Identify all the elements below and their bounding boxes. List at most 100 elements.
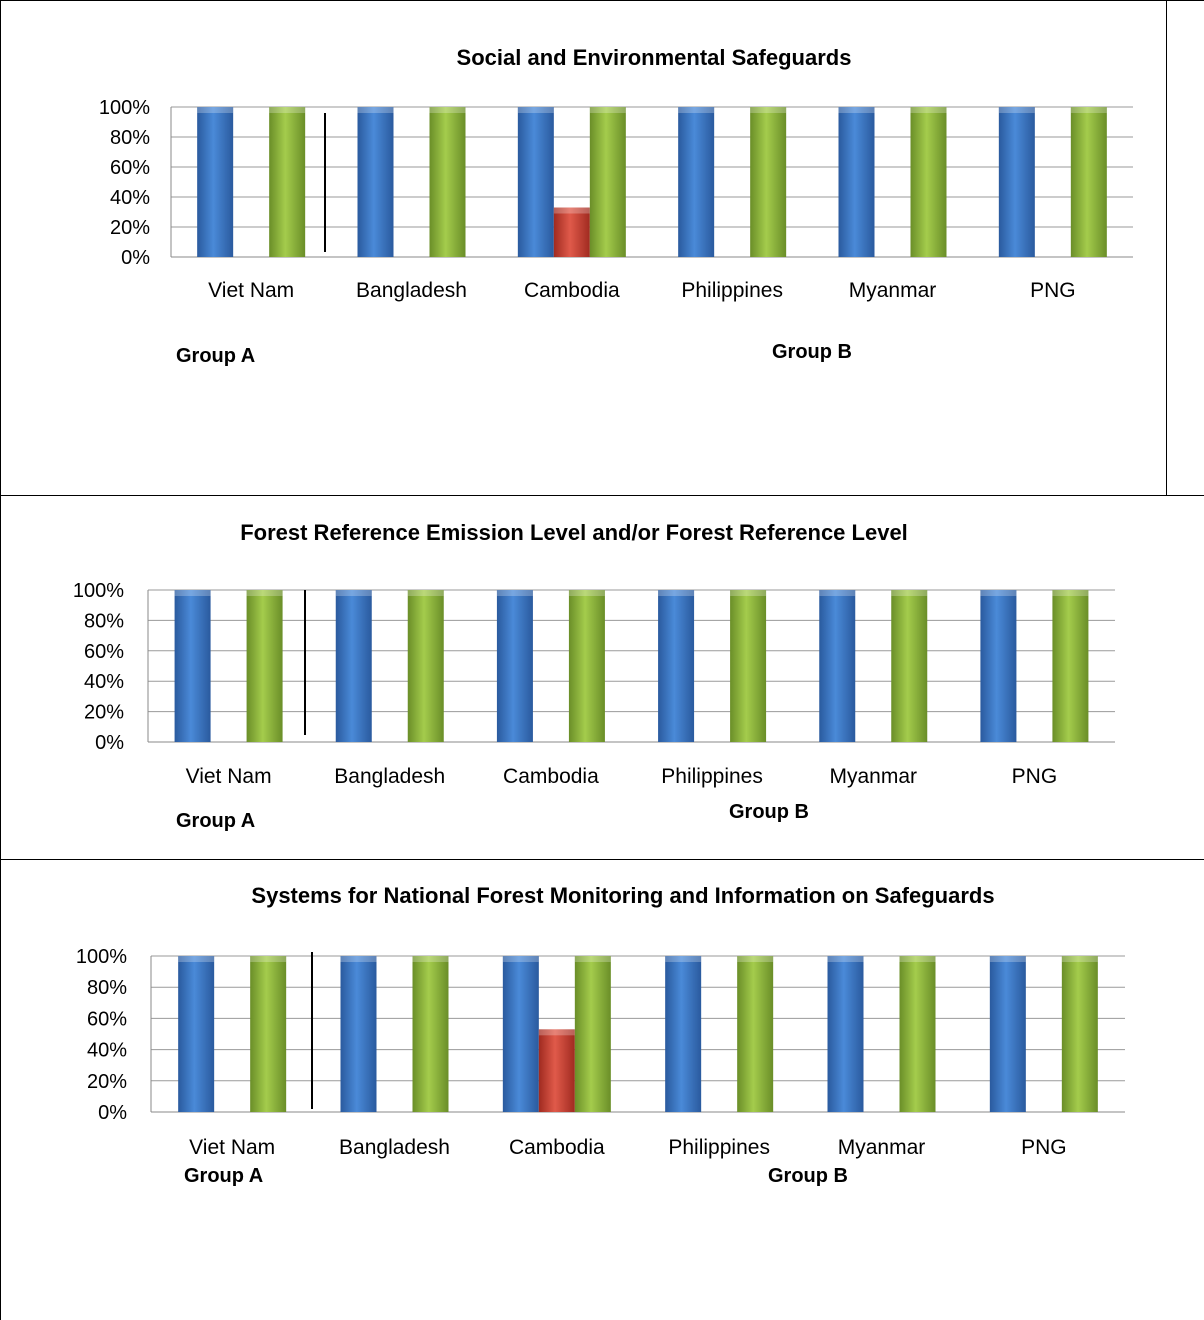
x-category-label: PNG	[1012, 765, 1058, 788]
x-category-label: Philippines	[668, 1136, 770, 1159]
bar-cap	[589, 107, 626, 113]
bar-cap	[737, 956, 774, 962]
bar-cap	[910, 107, 947, 113]
chart-forest-reference-emission-level: Forest Reference Emission Level and/or F…	[73, 520, 1115, 832]
bar-cap	[730, 590, 767, 596]
y-tick-label: 20%	[87, 1071, 127, 1093]
x-category-label: Bangladesh	[334, 765, 445, 788]
table-border-row1	[0, 495, 1204, 496]
x-category-label: Viet Nam	[189, 1136, 275, 1159]
y-tick-label: 60%	[84, 641, 124, 663]
bar	[357, 107, 394, 257]
group-b-label: Group B	[768, 1165, 848, 1187]
y-tick-label: 0%	[98, 1102, 127, 1124]
y-tick-label: 0%	[121, 247, 150, 269]
bar-cap	[1070, 107, 1107, 113]
bar	[517, 107, 554, 257]
bar	[538, 1029, 575, 1112]
bar-cap	[899, 956, 936, 962]
x-category-label: Myanmar	[829, 765, 917, 788]
bar	[429, 107, 466, 257]
bar	[574, 956, 611, 1112]
y-tick-label: 80%	[84, 610, 124, 632]
bar	[730, 590, 767, 742]
y-tick-label: 60%	[110, 157, 150, 179]
bar	[553, 207, 590, 257]
bar-cap	[250, 956, 287, 962]
bar	[827, 956, 864, 1112]
bar	[589, 107, 626, 257]
bar	[269, 107, 306, 257]
bar	[502, 956, 539, 1112]
y-tick-label: 100%	[99, 97, 150, 119]
bar-cap	[517, 107, 554, 113]
table-border-row2	[0, 859, 1204, 860]
bar-cap	[838, 107, 875, 113]
y-tick-label: 80%	[87, 977, 127, 999]
bar-cap	[1061, 956, 1098, 962]
bar	[197, 107, 234, 257]
bar	[1052, 590, 1089, 742]
bar	[989, 956, 1026, 1112]
bar-cap	[174, 590, 211, 596]
x-category-label: Myanmar	[838, 1136, 926, 1159]
bar	[838, 107, 875, 257]
x-category-label: Bangladesh	[356, 279, 467, 302]
chart-social-environmental-safeguards: Social and Environmental Safeguards 100%…	[99, 45, 1133, 367]
y-tick-label: 80%	[110, 127, 150, 149]
y-tick-label: 60%	[87, 1008, 127, 1030]
y-tick-label: 20%	[110, 217, 150, 239]
x-category-label: PNG	[1021, 1136, 1067, 1159]
table-border-right	[1166, 0, 1167, 495]
bar-cap	[340, 956, 377, 962]
bar-cap	[407, 590, 444, 596]
bar-cap	[429, 107, 466, 113]
group-a-label: Group A	[176, 345, 255, 367]
bar	[335, 590, 372, 742]
bar-cap	[197, 107, 234, 113]
bar-cap	[178, 956, 215, 962]
bar-cap	[665, 956, 702, 962]
group-b-label: Group B	[772, 341, 852, 363]
bar-cap	[538, 1029, 575, 1036]
x-category-label: Cambodia	[503, 765, 599, 788]
bar	[412, 956, 449, 1112]
x-category-label: Cambodia	[509, 1136, 605, 1159]
x-category-label: Cambodia	[524, 279, 620, 302]
chart-title: Forest Reference Emission Level and/or F…	[240, 520, 908, 545]
x-category-label: Bangladesh	[339, 1136, 450, 1159]
y-tick-label: 20%	[84, 702, 124, 724]
bar	[665, 956, 702, 1112]
y-tick-label: 40%	[87, 1040, 127, 1062]
bar	[174, 590, 211, 742]
chart-title: Social and Environmental Safeguards	[457, 45, 852, 70]
chart-title: Systems for National Forest Monitoring a…	[251, 883, 994, 908]
bar-cap	[989, 956, 1026, 962]
bar-cap	[246, 590, 283, 596]
chart-national-forest-monitoring-systems: Systems for National Forest Monitoring a…	[76, 883, 1125, 1187]
bar-cap	[750, 107, 787, 113]
bar	[250, 956, 287, 1112]
x-category-label: Viet Nam	[186, 765, 272, 788]
x-category-label: Philippines	[661, 765, 763, 788]
group-a-label: Group A	[176, 810, 255, 832]
bar-cap	[1052, 590, 1089, 596]
bar-cap	[827, 956, 864, 962]
x-category-label: Philippines	[681, 279, 783, 302]
bar	[750, 107, 787, 257]
bar	[737, 956, 774, 1112]
bar	[899, 956, 936, 1112]
y-tick-label: 0%	[95, 732, 124, 754]
bar	[407, 590, 444, 742]
bar	[819, 590, 856, 742]
bar-cap	[269, 107, 306, 113]
y-tick-label: 100%	[73, 580, 124, 602]
bar	[246, 590, 283, 742]
bar	[998, 107, 1035, 257]
bar-cap	[998, 107, 1035, 113]
bar-cap	[658, 590, 695, 596]
bar	[178, 956, 215, 1112]
bar-cap	[568, 590, 605, 596]
bar-cap	[412, 956, 449, 962]
bar	[1061, 956, 1098, 1112]
